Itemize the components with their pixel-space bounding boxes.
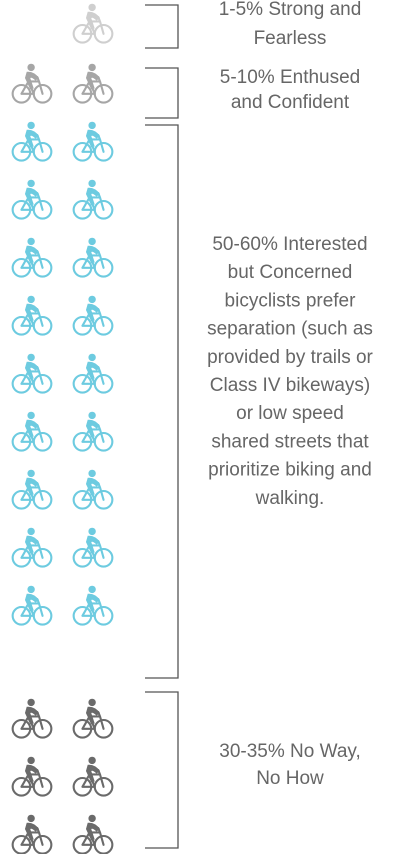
group-label-line: Fearless	[254, 28, 327, 49]
bicycle-icon	[72, 526, 114, 568]
bicycle-icon	[72, 584, 114, 626]
group-label-line: 50-60% Interested	[212, 234, 367, 255]
bicycle-icon	[72, 178, 114, 220]
bicycle-icon	[11, 755, 53, 797]
bicycle-icon	[72, 294, 114, 336]
group-label-line: 1-5% Strong and	[219, 0, 362, 20]
group-label-line: but Concerned	[228, 262, 353, 283]
bicycle-icon	[72, 352, 114, 394]
bracket	[145, 4, 179, 49]
bicycle-icon	[11, 468, 53, 510]
bracket	[145, 67, 179, 119]
bicycle-icon	[11, 526, 53, 568]
group-label-line: 30-35% No Way,	[219, 741, 361, 762]
group-label-line: Class IV bikeways)	[210, 375, 371, 396]
bicycle-icon	[11, 813, 53, 855]
bicycle-icon	[11, 62, 53, 104]
group-label-line: or low speed	[236, 403, 344, 424]
bicycle-icon	[72, 236, 114, 278]
bicycle-icon	[72, 813, 114, 855]
bicycle-icon	[11, 178, 53, 220]
bicycle-icon	[11, 120, 53, 162]
bicycle-icon	[72, 62, 114, 104]
bicycle-icon	[72, 410, 114, 452]
bicycle-icon	[72, 120, 114, 162]
bicycle-icon	[72, 2, 114, 44]
group-label-line: No How	[256, 768, 324, 789]
group-label-line: and Confident	[231, 92, 350, 113]
bracket	[145, 691, 179, 849]
group-label-line: walking.	[255, 488, 325, 509]
bicycle-icon	[11, 236, 53, 278]
group-label-line: provided by trails or	[207, 347, 373, 368]
bracket	[145, 124, 179, 679]
bicycle-icon	[11, 294, 53, 336]
group-label-line: prioritize biking and	[208, 460, 372, 481]
group-label-line: separation (such as	[207, 319, 373, 340]
bicycle-icon	[72, 697, 114, 739]
bicycle-icon	[11, 352, 53, 394]
bicycle-icon	[72, 468, 114, 510]
group-label-line: shared streets that	[211, 431, 369, 452]
bicycle-icon	[72, 755, 114, 797]
bicycle-icon	[11, 584, 53, 626]
bicycle-icon	[11, 697, 53, 739]
group-label-line: 5-10% Enthused	[220, 67, 361, 88]
bicycle-icon	[11, 410, 53, 452]
group-label-line: bicyclists prefer	[225, 290, 357, 311]
